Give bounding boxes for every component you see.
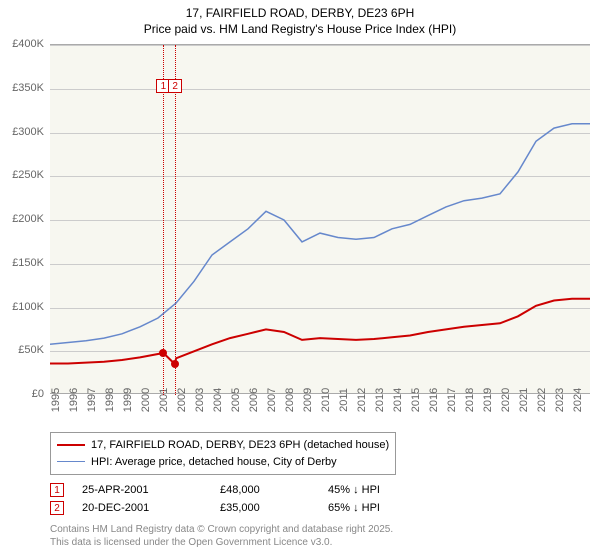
event-row-1: 1 25-APR-2001 £48,000 45% ↓ HPI [50,483,590,497]
legend-block: 17, FAIRFIELD ROAD, DERBY, DE23 6PH (det… [50,432,590,549]
title-line2: Price paid vs. HM Land Registry's House … [0,22,600,38]
y-axis-label: £250K [12,169,44,181]
marker-dot [171,360,179,368]
event-date-2: 20-DEC-2001 [82,502,202,514]
event-delta-2: 65% ↓ HPI [328,502,380,514]
y-axis-label: £100K [12,301,44,313]
title-line1: 17, FAIRFIELD ROAD, DERBY, DE23 6PH [0,6,600,22]
event-price-2: £35,000 [220,502,310,514]
y-axis-label: £350K [12,82,44,94]
event-marker-1: 1 [50,483,64,497]
legend-label-2: HPI: Average price, detached house, City… [91,454,337,471]
legend-row-2: HPI: Average price, detached house, City… [57,454,389,471]
y-axis-label: £50K [18,344,44,356]
chart-container: 17, FAIRFIELD ROAD, DERBY, DE23 6PH Pric… [0,0,600,560]
marker-dot [159,349,167,357]
footer-line1: Contains HM Land Registry data © Crown c… [50,523,590,536]
y-axis-label: £150K [12,257,44,269]
y-axis-label: £200K [12,213,44,225]
legend-swatch-property [57,444,85,446]
y-axis-label: £0 [32,388,44,400]
event-date-1: 25-APR-2001 [82,484,202,496]
plot-background: 12 [50,44,590,394]
chart-title: 17, FAIRFIELD ROAD, DERBY, DE23 6PH Pric… [0,0,600,37]
legend-swatch-hpi [57,461,85,462]
event-delta-1: 45% ↓ HPI [328,484,380,496]
y-axis-label: £400K [12,38,44,50]
footer-line2: This data is licensed under the Open Gov… [50,536,590,549]
series-svg [50,45,590,395]
property-line [50,299,590,365]
legend-row-1: 17, FAIRFIELD ROAD, DERBY, DE23 6PH (det… [57,437,389,454]
event-row-2: 2 20-DEC-2001 £35,000 65% ↓ HPI [50,501,590,515]
event-marker-2: 2 [50,501,64,515]
footer: Contains HM Land Registry data © Crown c… [50,523,590,549]
legend-label-1: 17, FAIRFIELD ROAD, DERBY, DE23 6PH (det… [91,437,389,454]
event-price-1: £48,000 [220,484,310,496]
y-axis-label: £300K [12,126,44,138]
hpi-line [50,124,590,344]
chart-area: 12 £0£50K£100K£150K£200K£250K£300K£350K£… [50,44,590,394]
marker-label: 2 [168,79,182,93]
legend-box: 17, FAIRFIELD ROAD, DERBY, DE23 6PH (det… [50,432,396,475]
